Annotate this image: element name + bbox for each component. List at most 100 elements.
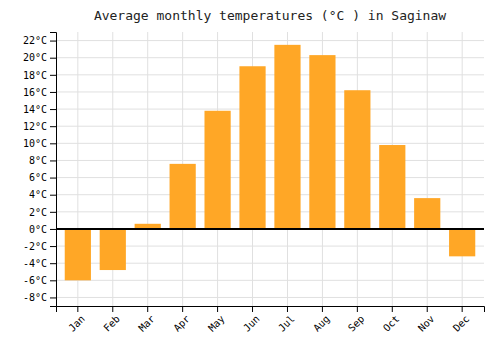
x-tick: Jun (241, 306, 262, 334)
y-tick: -8°C (23, 292, 56, 303)
bar (239, 66, 265, 229)
x-tick: Jul (276, 306, 297, 334)
y-tick-label: -4°C (23, 258, 47, 269)
grid-line (56, 228, 484, 229)
y-tick-mark (50, 126, 56, 127)
bar (379, 145, 405, 229)
x-tick-mark (77, 306, 78, 312)
y-tick-label: 8°C (29, 155, 47, 166)
bar (344, 90, 370, 229)
y-tick-mark (50, 297, 56, 298)
grid-line (56, 91, 484, 92)
grid-line (56, 126, 484, 127)
x-tick-mark (147, 306, 148, 312)
y-tick: 16°C (23, 87, 56, 98)
x-tick: Oct (381, 306, 402, 334)
y-tick: 22°C (23, 35, 56, 46)
grid-line (147, 32, 148, 306)
y-tick: 4°C (29, 189, 56, 200)
x-tick-mark (182, 306, 183, 312)
y-tick-label: 22°C (23, 35, 47, 46)
x-tick-mark (112, 306, 113, 312)
y-axis-line (50, 33, 57, 307)
x-tick-mark (287, 306, 288, 312)
y-tick: 8°C (29, 155, 56, 166)
y-tick-mark (50, 280, 56, 281)
y-tick-mark (50, 58, 56, 59)
y-tick-mark (50, 263, 56, 264)
x-tick: Feb (101, 306, 122, 334)
plot: -8°C -6°C -4°C -2°C 0°C 2°C 4°C 6°C 8°C 10°C 12°C 1… (23, 32, 485, 334)
y-tick-mark (50, 109, 56, 110)
y-tick-label: 10°C (23, 138, 47, 149)
x-tick-label: Sep (346, 313, 367, 334)
x-tick: Jan (66, 306, 87, 334)
y-tick-label: 14°C (23, 104, 47, 115)
x-tick: Dec (451, 306, 472, 334)
x-tick-label: Mar (136, 313, 157, 334)
x-tick: Nov (416, 306, 437, 334)
grid-line (462, 32, 463, 306)
x-tick-label: Aug (311, 313, 332, 334)
bar (309, 55, 335, 229)
y-tick-mark (50, 246, 56, 247)
y-tick: 20°C (23, 52, 56, 63)
x-tick-label: May (206, 313, 227, 334)
bar (100, 229, 126, 270)
bar (414, 198, 440, 229)
y-tick-mark (50, 41, 56, 42)
grid-line (56, 194, 484, 195)
y-tick-mark (50, 75, 56, 76)
x-tick: May (206, 306, 227, 334)
y-tick-mark (50, 212, 56, 213)
bar (449, 229, 475, 256)
grid-line (427, 32, 428, 306)
y-tick-mark (50, 92, 56, 93)
y-tick: 12°C (23, 121, 56, 132)
y-tick-label: 4°C (29, 189, 47, 200)
bars (56, 45, 484, 280)
grid-line (56, 74, 484, 75)
x-tick-label: Apr (171, 313, 192, 334)
x-tick-label: Jan (66, 313, 87, 334)
grid-line (56, 57, 484, 58)
title: Average monthly temperatures (°C ) in Sa… (94, 8, 446, 23)
x-tick-mark (357, 306, 358, 312)
grid-line (56, 40, 484, 41)
y-tick-mark (50, 195, 56, 196)
x-axis: Jan Feb Mar Apr May Jun Jul Aug Sep Oct Nov Dec (57, 306, 485, 334)
y-axis: -8°C -6°C -4°C -2°C 0°C 2°C 4°C 6°C 8°C 10°C 12°C 1… (23, 33, 57, 307)
y-tick: 2°C (29, 207, 56, 218)
y-tick-label: 20°C (23, 52, 47, 63)
grid (56, 32, 484, 306)
grid-line (56, 160, 484, 161)
x-tick-mark (322, 306, 323, 312)
y-tick-label: 18°C (23, 70, 47, 81)
y-tick: 6°C (29, 172, 56, 183)
x-tick-mark (252, 306, 253, 312)
x-tick-mark (392, 306, 393, 312)
x-tick: Apr (171, 306, 192, 334)
bar (204, 111, 230, 229)
chart: -8°C -6°C -4°C -2°C 0°C 2°C 4°C 6°C 8°C 10°C 12°C 1… (0, 0, 500, 350)
y-tick-label: -2°C (23, 241, 47, 252)
x-tick: Aug (311, 306, 332, 334)
y-tick: 10°C (23, 138, 56, 149)
x-tick: Sep (346, 306, 367, 334)
y-tick: -6°C (23, 275, 56, 286)
grid-line (56, 177, 484, 178)
x-tick-label: Oct (381, 313, 402, 334)
y-tick-mark (50, 229, 56, 230)
y-tick: 0°C (29, 224, 56, 235)
y-tick-mark (50, 160, 56, 161)
bar (274, 45, 300, 229)
bar (65, 229, 91, 280)
x-tick-label: Jun (241, 313, 262, 334)
zero-line (56, 228, 484, 230)
x-tick-label: Dec (451, 313, 472, 334)
bar (170, 164, 196, 229)
y-tick-label: -6°C (23, 275, 47, 286)
x-axis-line (57, 307, 485, 313)
y-tick: -4°C (23, 258, 56, 269)
grid-line (56, 143, 484, 144)
